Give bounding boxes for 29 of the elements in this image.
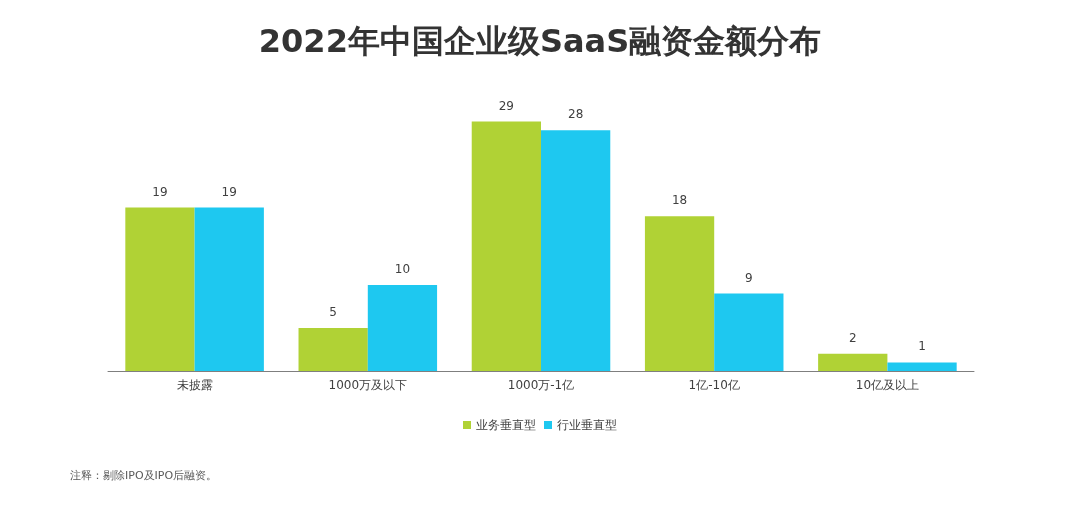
x-tick-label: 1000万-1亿 <box>507 378 575 392</box>
data-label: 29 <box>498 98 514 113</box>
data-label: 5 <box>329 305 337 319</box>
bar <box>471 121 541 371</box>
bar <box>541 130 611 371</box>
data-label: 18 <box>671 193 688 208</box>
chart-title: 2022年中国企业级SaaS融资金额分布 <box>258 22 822 60</box>
x-tick-label: 10亿及以上 <box>855 378 920 392</box>
bar <box>714 293 784 371</box>
x-tick-label: 1亿-10亿 <box>688 378 740 392</box>
bar <box>125 207 195 371</box>
legend-label: 行业垂直型 <box>557 418 617 432</box>
data-label: 1 <box>918 339 926 354</box>
bar <box>367 285 438 371</box>
data-label: 9 <box>745 270 753 285</box>
data-label: 2 <box>848 330 857 345</box>
x-tick-label: 未披露 <box>176 378 213 392</box>
data-label: 28 <box>568 107 584 122</box>
legend-label: 业务垂直型 <box>476 418 536 432</box>
bar <box>644 216 715 371</box>
bar <box>818 353 888 371</box>
text: 注释：剔除IPO及IPO后融资。 <box>70 469 218 482</box>
bar <box>194 207 264 371</box>
data-label: 19 <box>221 184 237 199</box>
data-label: 19 <box>152 184 168 199</box>
bar <box>298 328 368 371</box>
x-tick-label: 1000万及以下 <box>328 378 408 392</box>
data-label: 10 <box>394 262 411 276</box>
bar <box>887 362 957 371</box>
